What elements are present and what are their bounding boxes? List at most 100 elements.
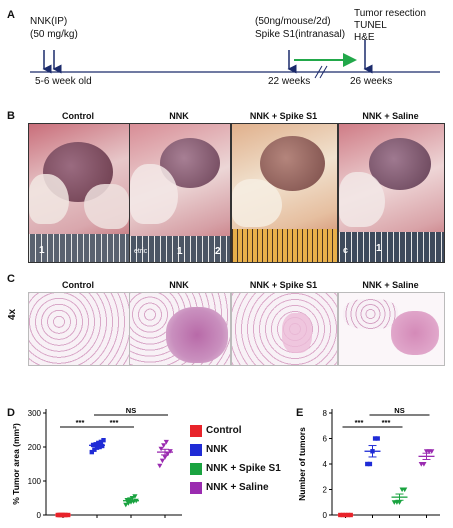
histology-nnk [129, 292, 231, 366]
lung-photo-nnk: etric 1 2 [129, 123, 231, 263]
data-point [132, 494, 138, 499]
data-point [396, 500, 403, 505]
endpoint-line1: Tumor resection [354, 8, 426, 19]
legend-swatch-nnk-saline [190, 482, 202, 494]
y-axis-label: Number of tumors [297, 427, 307, 501]
y-tick-label: 300 [28, 409, 42, 418]
ruler-mark: 1 [39, 245, 45, 256]
data-point [365, 461, 370, 467]
data-point [367, 461, 373, 467]
legend: Control NNK NNK + Spike S1 NNK + Saline [190, 425, 295, 505]
significance-label: *** [76, 418, 85, 427]
b-col-nnk-saline: NNK + Saline [362, 111, 419, 121]
data-point [129, 496, 135, 501]
b-col-nnk-spike: NNK + Spike S1 [249, 111, 318, 121]
tissue-region [282, 313, 312, 353]
legend-swatch-nnk [190, 444, 202, 456]
y-tick-label: 6 [323, 435, 328, 444]
legend-label-nnk: NNK [206, 444, 228, 455]
y-tick-label: 8 [323, 409, 328, 418]
legend-label-nnk-saline: NNK + Saline [206, 482, 269, 493]
data-point [372, 436, 378, 441]
c-col-control: Control [62, 280, 94, 290]
nnk-dose-line2: (50 mg/kg) [30, 29, 78, 40]
heart-tissue [260, 136, 325, 191]
spike-dose-line1: (50ng/mouse/2d) [255, 16, 331, 27]
legend-swatch-nnk-spike [190, 463, 202, 475]
data-point [98, 439, 104, 445]
histology-nnk-spike [231, 292, 338, 366]
heart-tissue [369, 138, 431, 190]
data-point [96, 440, 101, 446]
ruler: 1 [29, 234, 129, 262]
c-col-nnk-spike: NNK + Spike S1 [249, 280, 318, 290]
panel-e-label: E [296, 407, 304, 419]
data-point [162, 455, 168, 460]
tumor-nodule [166, 307, 228, 363]
ruler-mark: 1 [177, 246, 183, 257]
axis-break-2 [319, 65, 328, 79]
lung-lobe [130, 164, 178, 224]
lung-alveoli [343, 299, 398, 329]
y-tick-label: 200 [28, 443, 42, 452]
histology-control [28, 292, 130, 366]
data-point [94, 445, 100, 450]
b-col-nnk: NNK [169, 111, 189, 121]
data-point [89, 449, 94, 455]
y-tick-label: 100 [28, 477, 42, 486]
ruler: etric 1 2 [130, 236, 230, 262]
legend-swatch-control [190, 425, 202, 437]
data-point [100, 443, 105, 449]
data-point [402, 487, 408, 493]
ruler: c 1 [339, 232, 444, 262]
panel-d-label: D [7, 407, 15, 419]
ruler-prefix: etric [134, 248, 148, 255]
ruler-mark: 1 [376, 243, 382, 254]
axis-break-1 [314, 65, 323, 79]
lung-photo-control: 1 [28, 123, 130, 263]
age-start-label: 5-6 week old [35, 76, 92, 87]
panel-b-label: B [7, 110, 15, 122]
data-point [161, 443, 167, 448]
y-tick-label: 0 [323, 511, 328, 520]
data-point [163, 439, 169, 445]
y-tick-label: 0 [37, 511, 42, 520]
b-col-control: Control [62, 111, 94, 121]
significance-label: *** [110, 418, 119, 427]
timeline-diagram [30, 40, 440, 79]
c-col-nnk-saline: NNK + Saline [362, 280, 419, 290]
ruler [232, 229, 337, 262]
data-point [159, 458, 165, 464]
lung-lobe [29, 174, 69, 224]
c-col-nnk: NNK [169, 280, 189, 290]
endpoint-line3: H&E [354, 32, 375, 43]
spike-dose-line2: Spike S1(intranasal) [255, 29, 346, 40]
ruler-prefix: c [343, 245, 349, 255]
y-tick-label: 2 [323, 486, 328, 495]
histology-nnk-saline [338, 292, 445, 366]
ruler-mark: 2 [215, 246, 221, 257]
data-point [167, 449, 173, 454]
panel-a-label: A [7, 9, 15, 21]
legend-label-control: Control [206, 425, 242, 436]
chart-d-tumor-area: 0 100 200 300 % Tumor area (mm²) *** *** NS [11, 406, 182, 520]
week-26-label: 26 weeks [350, 76, 393, 87]
significance-label: *** [382, 418, 391, 427]
nnk-dose-line1: NNK(IP) [30, 16, 68, 27]
data-point [101, 438, 106, 443]
significance-label: NS [394, 406, 404, 415]
lung-photo-nnk-spike [231, 123, 338, 263]
data-point [157, 463, 163, 469]
y-tick-label: 4 [323, 460, 328, 469]
data-point [421, 462, 427, 467]
lung-lobe [232, 179, 282, 227]
legend-label-nnk-spike: NNK + Spike S1 [206, 463, 281, 474]
data-point [97, 444, 102, 450]
data-point [375, 436, 380, 441]
data-point [92, 447, 97, 452]
lung-photo-nnk-saline: c 1 [338, 123, 445, 263]
panel-c-label: C [7, 273, 15, 285]
endpoint-line2: TUNEL [354, 20, 387, 31]
significance-label: NS [126, 406, 136, 415]
